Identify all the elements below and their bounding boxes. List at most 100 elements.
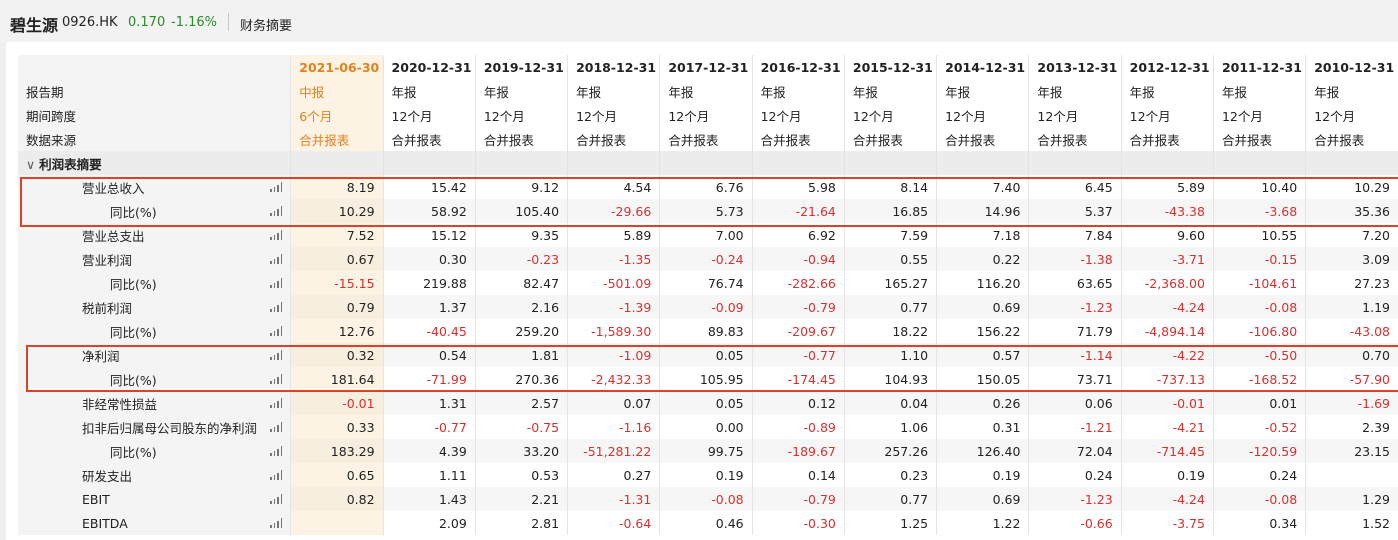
meta-cell: 年报: [751, 79, 845, 103]
period-header[interactable]: 2019-12-31: [474, 55, 568, 79]
value-cell: 156.22: [936, 319, 1029, 343]
bar-chart-icon[interactable]: [270, 206, 283, 216]
value-cell: 0.46: [659, 511, 753, 535]
bar-chart-icon[interactable]: [270, 374, 283, 384]
value-cell: 181.64: [290, 367, 384, 391]
period-header[interactable]: 2015-12-31: [843, 55, 937, 79]
bar-chart-icon[interactable]: [270, 278, 283, 288]
value-cell: 10.29: [1305, 175, 1398, 199]
value-cell: 0.77: [843, 487, 937, 511]
period-header[interactable]: 2010-12-31: [1305, 55, 1398, 79]
period-header[interactable]: 2021-06-30: [290, 55, 384, 79]
meta-cell: 年报: [474, 79, 568, 103]
value-cell: 16.85: [843, 199, 937, 223]
value-cell: 7.20: [1305, 223, 1398, 247]
value-cell: -104.61: [1212, 271, 1306, 295]
section-cell: [1212, 151, 1306, 175]
value-cell: 0.31: [936, 415, 1029, 439]
value-cell: -1.35: [567, 247, 660, 271]
value-cell: 1.11: [382, 463, 476, 487]
bar-chart-icon[interactable]: [270, 182, 283, 192]
period-header[interactable]: 2014-12-31: [936, 55, 1029, 79]
meta-row: 报告期 中报 年报 年报 年报 年报 年报 年报 年报 年报 年报 年报 年报: [18, 79, 1398, 103]
value-cell: -209.67: [751, 319, 845, 343]
value-cell: 58.92: [382, 199, 476, 223]
row-label-text: 扣非后归属母公司股东的净利润: [82, 420, 258, 436]
value-cell: 15.12: [382, 223, 476, 247]
row-label-text: 同比(%): [110, 372, 157, 388]
meta-cell: 合并报表: [1305, 127, 1398, 151]
meta-cell: 合并报表: [751, 127, 845, 151]
period-header[interactable]: 2012-12-31: [1120, 55, 1214, 79]
section-title[interactable]: ∨ 利润表摘要: [18, 151, 291, 175]
period-header[interactable]: 2016-12-31: [751, 55, 845, 79]
meta-cell: 12个月: [751, 103, 845, 127]
meta-cell: 12个月: [1028, 103, 1122, 127]
table-row: 同比(%) -15.15 219.88 82.47 -501.09 76.74 -282.6…: [18, 271, 1398, 295]
row-label-text: 同比(%): [110, 324, 157, 340]
bar-chart-icon[interactable]: [270, 422, 283, 432]
bar-chart-icon[interactable]: [270, 326, 283, 336]
value-cell: -40.45: [382, 319, 476, 343]
row-label: 营业总支出: [18, 223, 291, 247]
bar-chart-icon[interactable]: [270, 446, 283, 456]
row-label: 同比(%): [18, 319, 291, 343]
period-header[interactable]: 2020-12-31: [382, 55, 476, 79]
meta-row: 期间跨度 6个月 12个月 12个月 12个月 12个月 12个月 12个月 12个月 12个月 1…: [18, 103, 1398, 127]
value-cell: 0.14: [751, 463, 845, 487]
tab-financial-summary[interactable]: 财务摘要: [240, 19, 293, 34]
period-header[interactable]: 2013-12-31: [1028, 55, 1122, 79]
value-cell: 99.75: [659, 439, 753, 463]
row-label: 研发支出: [18, 463, 291, 487]
value-cell: [290, 511, 384, 535]
value-cell: -0.66: [1028, 511, 1122, 535]
table-row: 研发支出 0.65 1.11 0.53 0.27 0.19 0.14 0.23 0.19 0.24…: [18, 463, 1398, 487]
value-cell: 0.69: [936, 487, 1029, 511]
bar-chart-icon[interactable]: [270, 302, 283, 312]
value-cell: 0.34: [1212, 511, 1306, 535]
chevron-down-icon[interactable]: ∨: [26, 156, 36, 172]
value-cell: -174.45: [751, 367, 845, 391]
section-cell: [659, 151, 753, 175]
value-cell: -1.23: [1028, 295, 1122, 319]
bar-chart-icon[interactable]: [270, 518, 283, 528]
value-cell: 7.18: [936, 223, 1029, 247]
value-cell: 165.27: [843, 271, 937, 295]
value-cell: -120.59: [1212, 439, 1306, 463]
section-header-row[interactable]: ∨ 利润表摘要: [18, 151, 1398, 175]
bar-chart-icon[interactable]: [270, 398, 283, 408]
meta-cell: 合并报表: [382, 127, 476, 151]
bar-chart-icon[interactable]: [270, 254, 283, 264]
value-cell: 1.25: [843, 511, 937, 535]
value-cell: -57.90: [1305, 367, 1398, 391]
value-cell: 116.20: [936, 271, 1029, 295]
meta-cell: 年报: [382, 79, 476, 103]
section-cell: [474, 151, 568, 175]
meta-cell: 合并报表: [1120, 127, 1214, 151]
bar-chart-icon[interactable]: [270, 494, 283, 504]
bar-chart-icon[interactable]: [270, 470, 283, 480]
value-cell: -3.71: [1120, 247, 1214, 271]
value-cell: 219.88: [382, 271, 476, 295]
value-cell: 150.05: [936, 367, 1029, 391]
row-label-text: 营业总收入: [82, 180, 145, 196]
value-cell: 9.60: [1120, 223, 1214, 247]
value-cell: 2.21: [474, 487, 568, 511]
value-cell: -0.79: [751, 295, 845, 319]
period-header[interactable]: 2011-12-31: [1212, 55, 1306, 79]
value-cell: 1.19: [1305, 295, 1398, 319]
row-label: 营业利润: [18, 247, 291, 271]
meta-cell: 中报: [290, 79, 384, 103]
period-header[interactable]: 2017-12-31: [659, 55, 753, 79]
value-cell: -1.69: [1305, 391, 1398, 415]
bar-chart-icon[interactable]: [270, 230, 283, 240]
value-cell: -4.22: [1120, 343, 1214, 367]
bar-chart-icon[interactable]: [270, 350, 283, 360]
value-cell: 1.81: [474, 343, 568, 367]
row-label: 非经常性损益: [18, 391, 291, 415]
value-cell: -737.13: [1120, 367, 1214, 391]
period-header[interactable]: 2018-12-31: [567, 55, 660, 79]
value-cell: -0.52: [1212, 415, 1306, 439]
value-cell: -0.50: [1212, 343, 1306, 367]
value-cell: -4.24: [1120, 487, 1214, 511]
